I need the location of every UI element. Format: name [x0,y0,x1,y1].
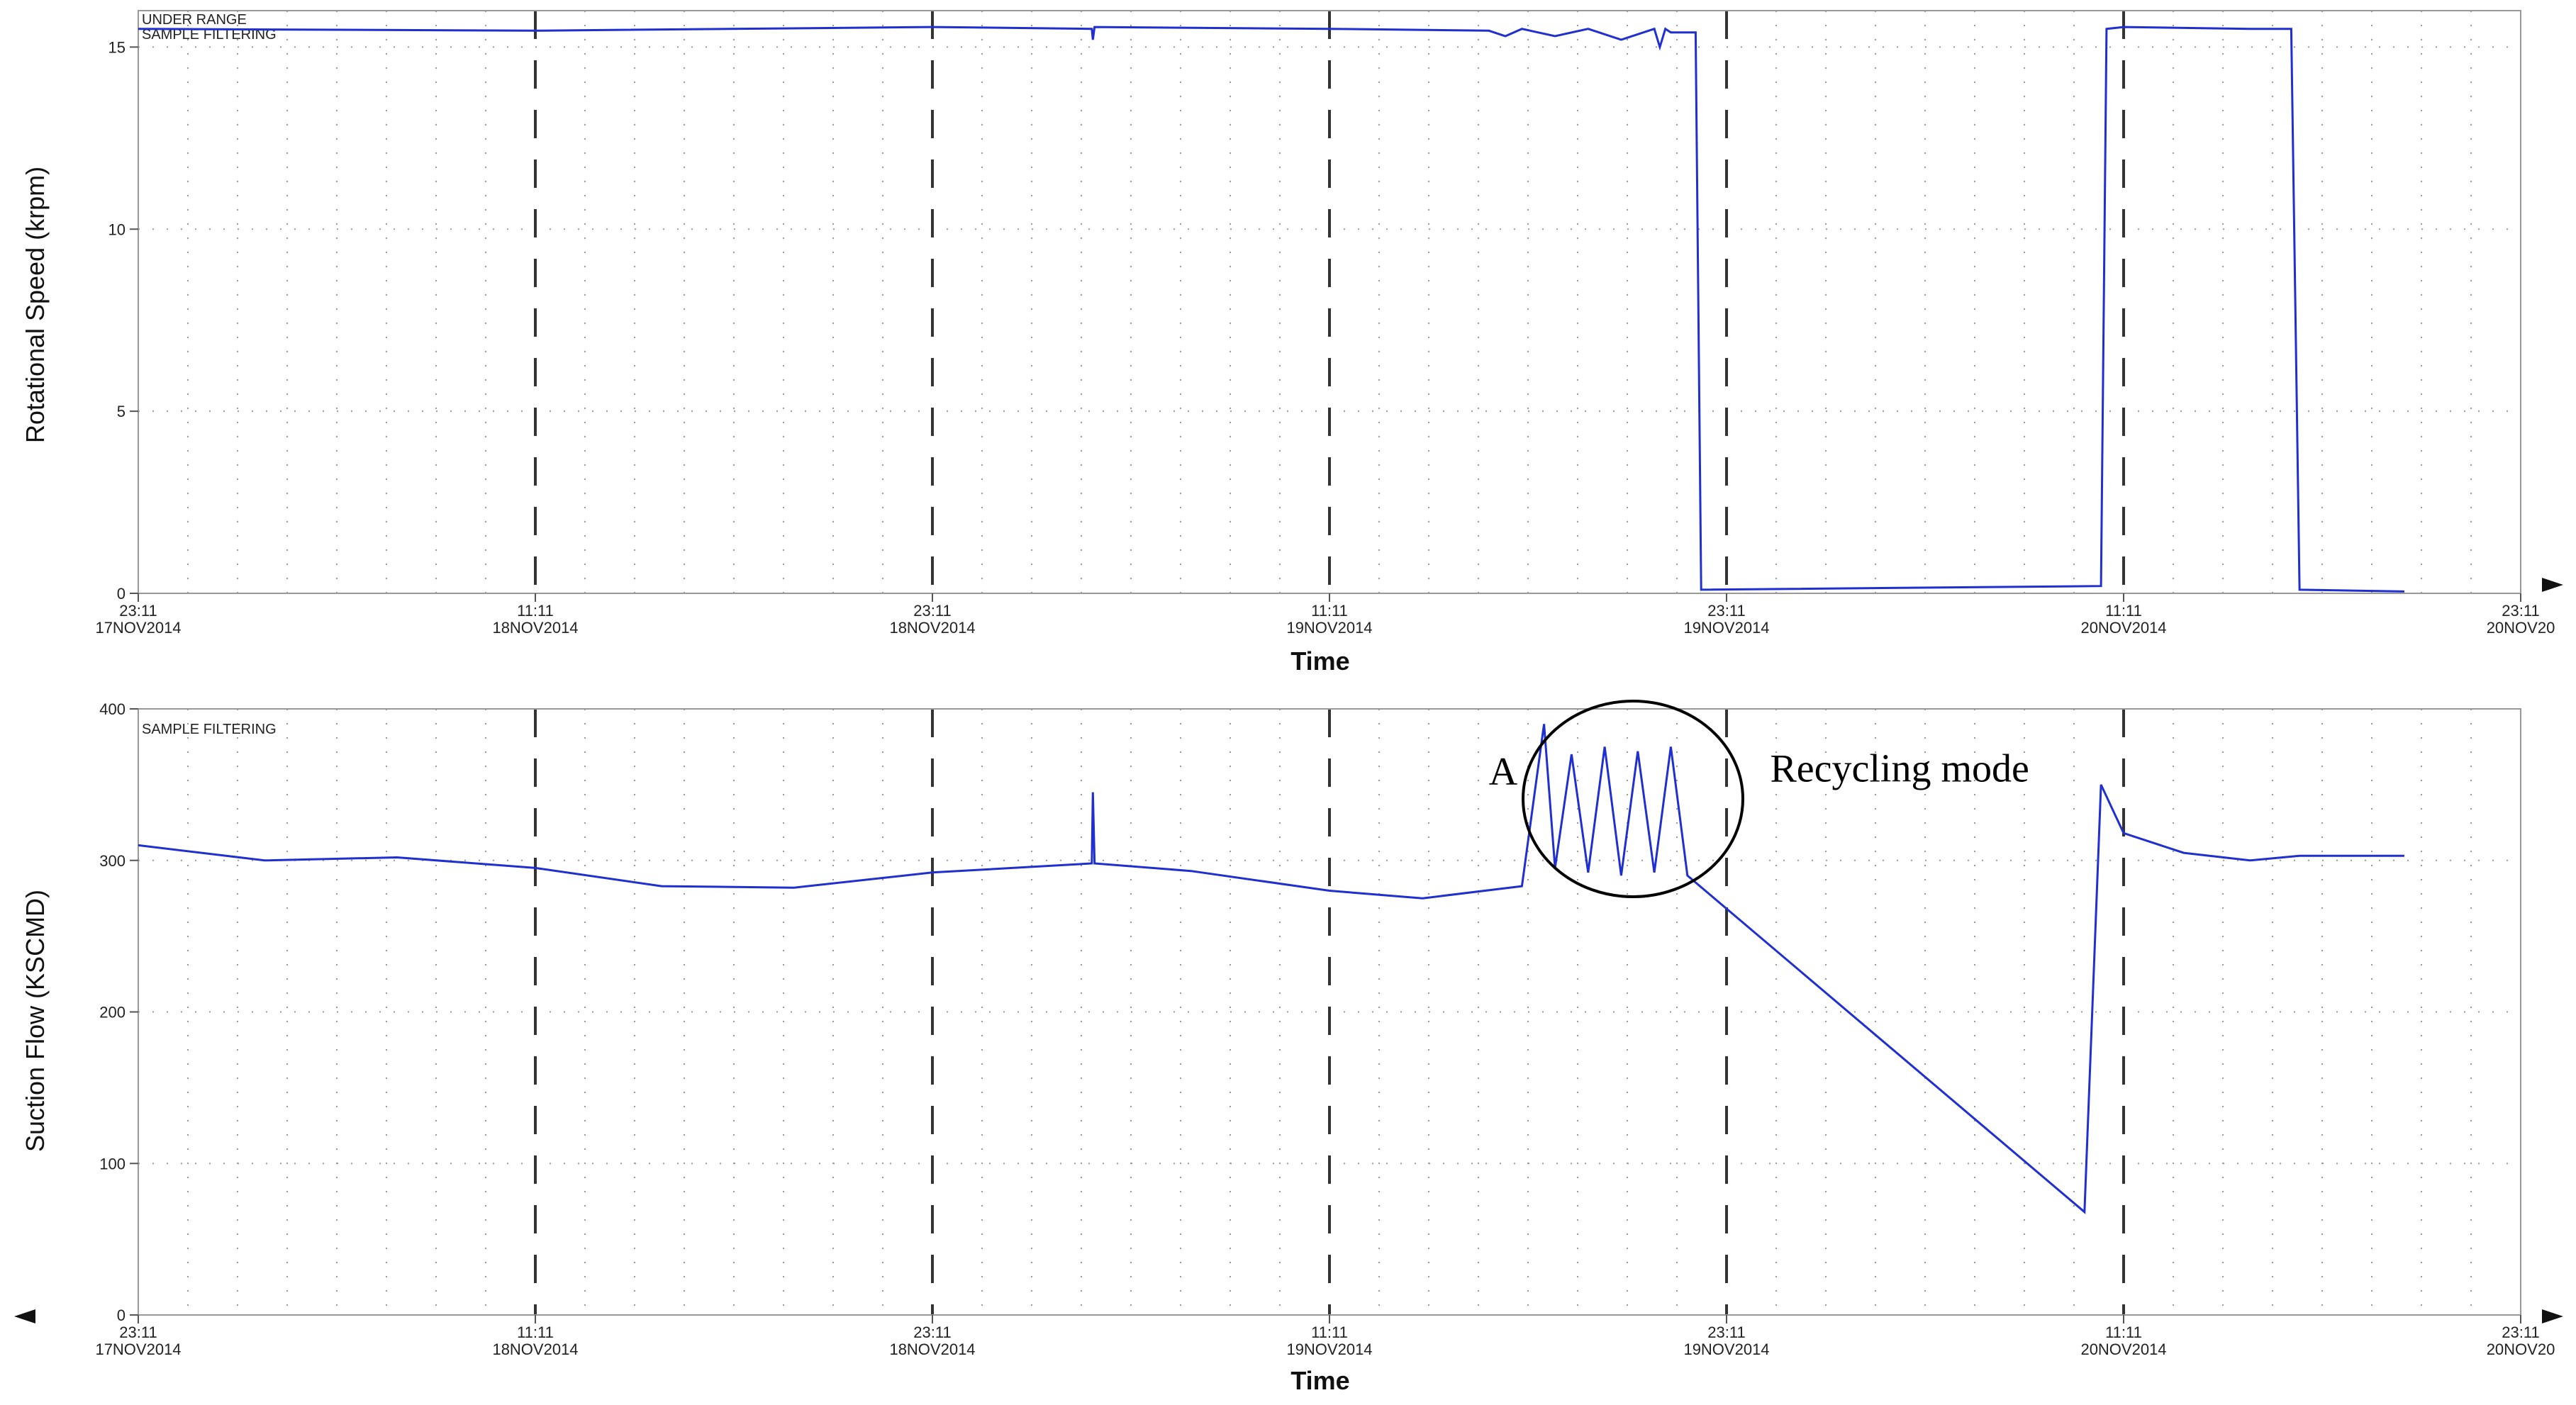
speed-x-tick-time: 11:11 [2105,602,2142,620]
speed-x-tick-date: 18NOV2014 [889,619,975,637]
flow-x-tick-date: 19NOV2014 [1683,1340,1769,1358]
flow-y-tick-label: 200 [99,1004,126,1021]
flow-x-axis-title: Time [1290,1366,1349,1395]
speed-y-tick-label: 5 [117,403,126,420]
speed-series-line [138,26,2404,593]
flow-major-grid [534,709,2125,1315]
speed-x-tick-date: 19NOV2014 [1286,619,1372,637]
speed-x-tick-time: 23:11 [1707,602,1745,620]
speed-status-line-2: SAMPLE FILTERING [142,27,277,43]
speed-scroll-right-icon[interactable] [2542,578,2563,592]
flow-x-tick-date: 18NOV2014 [492,1340,578,1358]
flow-scroll-left-icon[interactable] [14,1309,35,1323]
recycling-circle [1522,700,1744,898]
speed-x-tick-time: 11:11 [517,602,554,620]
speed-x-tick-time: 11:11 [1311,602,1348,620]
flow-x-tick-date: 20NOV20 [2487,1340,2555,1358]
speed-x-tick-date: 20NOV2014 [2080,619,2166,637]
flow-y-tick-label: 0 [117,1306,126,1324]
flow-y-axis-title: Suction Flow (KSCMD) [21,890,50,1152]
speed-x-tick-date: 17NOV2014 [95,619,181,637]
flow-y-ticks: 0 100 200 300 400 [99,700,138,1324]
speed-x-tick-date: 20NOV20 [2487,619,2555,637]
speed-x-tick-time: 23:11 [119,602,157,620]
flow-x-tick-date: 18NOV2014 [889,1340,975,1358]
flow-x-ticks: 23:1117NOV201411:1118NOV201423:1118NOV20… [95,1315,2555,1358]
speed-y-axis-title: Rotational Speed (krpm) [21,167,50,443]
flow-annotations: A Recycling mode [1489,747,2029,794]
flow-x-tick-date: 19NOV2014 [1286,1340,1372,1358]
flow-y-tick-label: 100 [99,1155,126,1172]
flow-x-tick-date: 17NOV2014 [95,1340,181,1358]
flow-scroll-right-icon[interactable] [2542,1309,2563,1323]
speed-y-tick-label: 0 [117,585,126,603]
speed-x-tick-date: 19NOV2014 [1683,619,1769,637]
speed-x-ticks: 23:1117NOV201411:1118NOV201423:1118NOV20… [95,593,2555,637]
flow-x-tick-time: 11:11 [1311,1323,1348,1341]
annotation-recycling-mode: Recycling mode [1770,747,2029,791]
speed-y-ticks: 0 5 10 15 [108,38,138,603]
speed-x-tick-date: 18NOV2014 [492,619,578,637]
speed-x-tick-time: 23:11 [2502,602,2539,620]
flow-y-tick-label: 300 [99,852,126,870]
annotation-a-label: A [1489,750,1518,794]
speed-x-tick-time: 23:11 [913,602,951,620]
speed-y-tick-label: 15 [108,38,126,56]
flow-y-tick-label: 400 [99,700,126,718]
speed-y-tick-label: 10 [108,220,126,238]
flow-x-tick-time: 23:11 [913,1323,951,1341]
flow-x-tick-time: 23:11 [2502,1323,2539,1341]
flow-x-tick-time: 11:11 [517,1323,554,1341]
flow-status-line-1: SAMPLE FILTERING [142,722,277,737]
speed-status-line-1: UNDER RANGE [142,12,247,28]
flow-x-tick-time: 23:11 [1707,1323,1745,1341]
flow-x-tick-time: 23:11 [119,1323,157,1341]
flow-x-tick-time: 11:11 [2105,1323,2142,1341]
flow-x-tick-date: 20NOV2014 [2080,1340,2166,1358]
speed-x-axis-title: Time [1290,646,1349,676]
